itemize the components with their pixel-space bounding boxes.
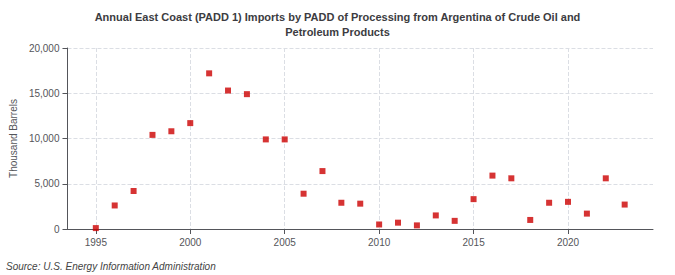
svg-text:2015: 2015 bbox=[462, 237, 485, 248]
svg-text:Annual East Coast (PADD 1) Imp: Annual East Coast (PADD 1) Imports by PA… bbox=[95, 11, 581, 23]
svg-text:2005: 2005 bbox=[274, 237, 297, 248]
svg-text:0: 0 bbox=[54, 224, 60, 235]
svg-text:Thousand Barrels: Thousand Barrels bbox=[8, 99, 19, 178]
svg-text:Source: U.S. Energy Informatio: Source: U.S. Energy Information Administ… bbox=[6, 261, 216, 272]
svg-text:2000: 2000 bbox=[179, 237, 202, 248]
svg-text:1995: 1995 bbox=[85, 237, 108, 248]
svg-text:10,000: 10,000 bbox=[29, 133, 60, 144]
svg-text:2020: 2020 bbox=[557, 237, 580, 248]
svg-text:5,000: 5,000 bbox=[34, 178, 59, 189]
svg-text:20,000: 20,000 bbox=[29, 43, 60, 54]
svg-text:Petroleum Products: Petroleum Products bbox=[285, 26, 390, 38]
svg-text:15,000: 15,000 bbox=[29, 88, 60, 99]
svg-text:2010: 2010 bbox=[368, 237, 391, 248]
